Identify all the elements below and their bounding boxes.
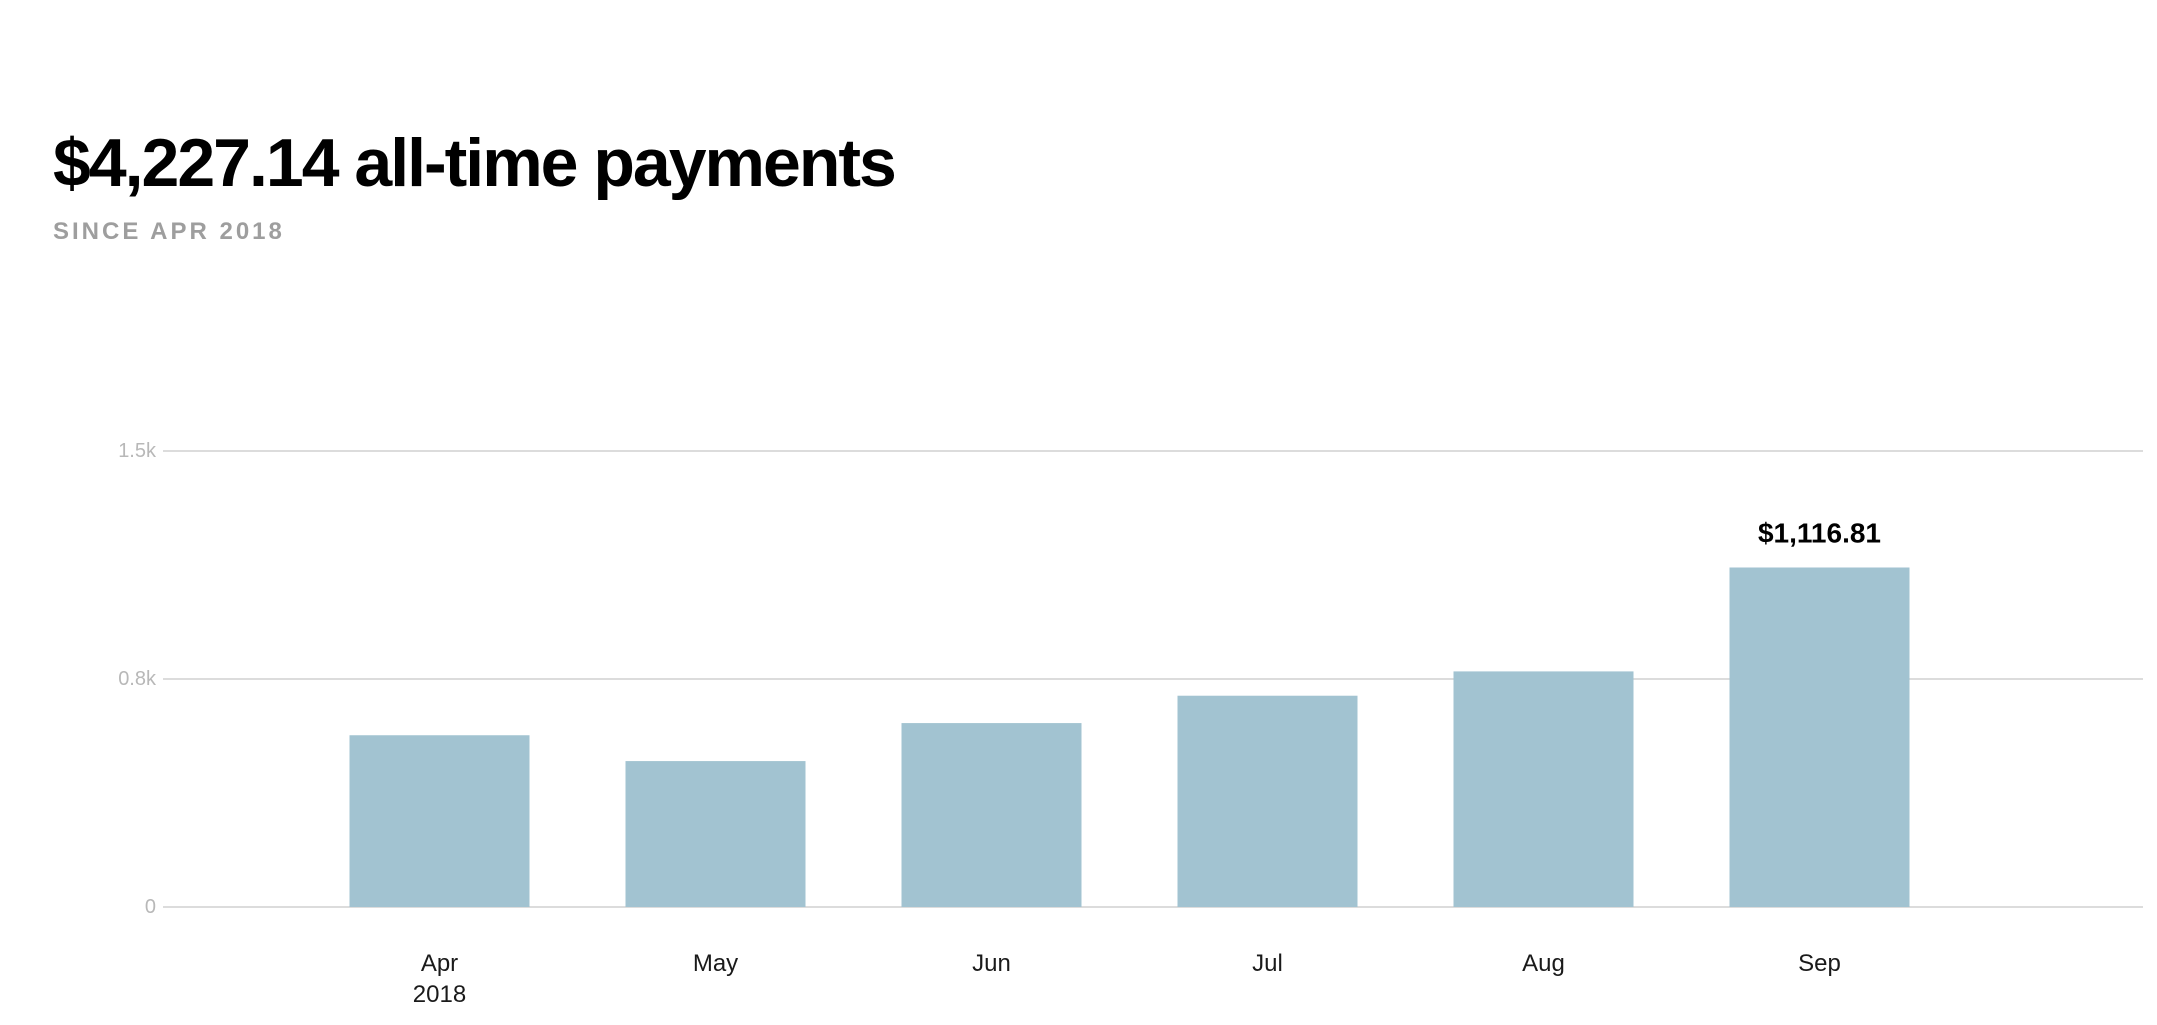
bar-sep[interactable] [1729, 567, 1910, 907]
labels: 0 0.8k 1.5k Apr 2018 May Jun Jul Aug Sep $1,116.81 [118, 440, 1881, 1008]
bar-may[interactable] [625, 761, 806, 907]
bar-apr[interactable] [349, 735, 530, 907]
data-label: $1,116.81 [1758, 517, 1881, 548]
bar-jul[interactable] [1177, 695, 1358, 907]
x-tick-label: Jul [1252, 950, 1283, 977]
x-tick-label: Aug [1522, 950, 1565, 977]
x-tick-sublabel: 2018 [413, 981, 466, 1008]
chart-header: $4,227.14 all-time payments SINCE APR 20… [53, 118, 897, 246]
x-tick-label: Apr [421, 950, 458, 977]
y-tick-label: 1.5k [118, 440, 157, 462]
x-tick-label: Jun [972, 950, 1011, 977]
page-subtitle: SINCE APR 2018 [53, 218, 285, 245]
page-title: $4,227.14 all-time payments [53, 125, 897, 201]
y-tick-label: 0.8k [118, 668, 157, 690]
x-tick-label: Sep [1798, 950, 1841, 977]
bars [349, 567, 1910, 907]
x-tick-label: May [693, 950, 738, 977]
y-tick-label: 0 [145, 896, 156, 918]
bar-aug[interactable] [1453, 671, 1634, 907]
bar-jun[interactable] [901, 723, 1082, 907]
